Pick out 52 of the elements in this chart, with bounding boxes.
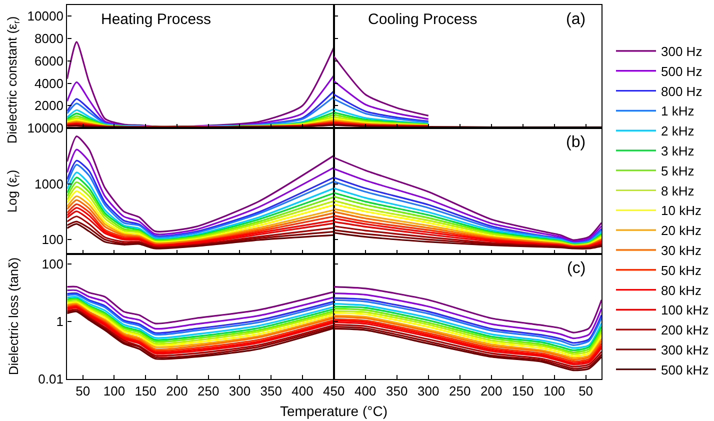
x-tick-label: 400 <box>292 384 314 399</box>
x-tick-label: 450 <box>323 384 345 399</box>
x-tick-label: 350 <box>386 384 408 399</box>
x-tick-label: 150 <box>134 384 156 399</box>
legend-label: 500 Hz <box>661 64 702 79</box>
legend-label: 3 kHz <box>661 144 694 159</box>
legend-label: 80 kHz <box>661 282 702 298</box>
legend-label: 20 kHz <box>661 223 702 238</box>
x-tick-label: 350 <box>260 384 282 399</box>
x-tick-label: 250 <box>198 384 220 399</box>
annotation: Heating Process <box>101 11 212 28</box>
legend-label: 2 kHz <box>661 124 694 139</box>
legend-label: 10 kHz <box>661 203 702 218</box>
x-tick-label: 300 <box>418 384 440 399</box>
x-tick-label: 50 <box>578 384 594 399</box>
annotation: (b) <box>566 134 586 151</box>
y-tick-label: 100 <box>42 256 64 272</box>
x-tick-label: 100 <box>103 384 126 399</box>
x-tick-label: 300 <box>228 384 251 399</box>
y-tick-label: 1000 <box>34 176 64 192</box>
y-tick-label: 1 <box>56 314 64 329</box>
legend-label: 1 kHz <box>661 104 694 119</box>
x-tick-label: 150 <box>512 384 534 399</box>
legend-label: 500 kHz <box>661 362 709 378</box>
y-axis-title: Dielectric loss (tanδ) <box>6 257 22 376</box>
legend-label: 5 kHz <box>661 163 694 178</box>
annotation: Cooling Process <box>368 11 478 28</box>
x-tick-label: 50 <box>76 384 90 399</box>
y-tick-label: 10000 <box>27 8 64 24</box>
x-tick-label: 200 <box>480 384 502 399</box>
y-tick-label: 0.01 <box>38 372 64 387</box>
x-tick-label: 400 <box>354 384 376 399</box>
y-tick-label: 2000 <box>34 98 64 114</box>
legend-label: 300 Hz <box>661 44 702 60</box>
y-tick-label: 6000 <box>34 53 64 68</box>
legend-label: 100 kHz <box>661 302 709 318</box>
y-tick-label: 100 <box>42 232 64 248</box>
y-tick-label: 8000 <box>34 31 64 46</box>
annotation: (a) <box>566 11 586 28</box>
annotation: (c) <box>567 260 586 277</box>
y-tick-label: 4000 <box>34 76 64 91</box>
x-tick-label: 200 <box>166 384 188 399</box>
legend-label: 800 Hz <box>661 84 702 99</box>
legend-label: 30 kHz <box>661 243 702 258</box>
x-tick-label: 250 <box>448 384 471 399</box>
y-tick-label: 10000 <box>27 120 64 136</box>
legend-label: 200 kHz <box>661 322 709 338</box>
x-axis-title: Temperature (°C) <box>280 403 388 419</box>
x-tick-label: 100 <box>543 384 566 399</box>
legend-label: 8 kHz <box>661 183 694 198</box>
legend-label: 50 kHz <box>661 262 702 278</box>
legend-label: 300 kHz <box>661 342 709 358</box>
